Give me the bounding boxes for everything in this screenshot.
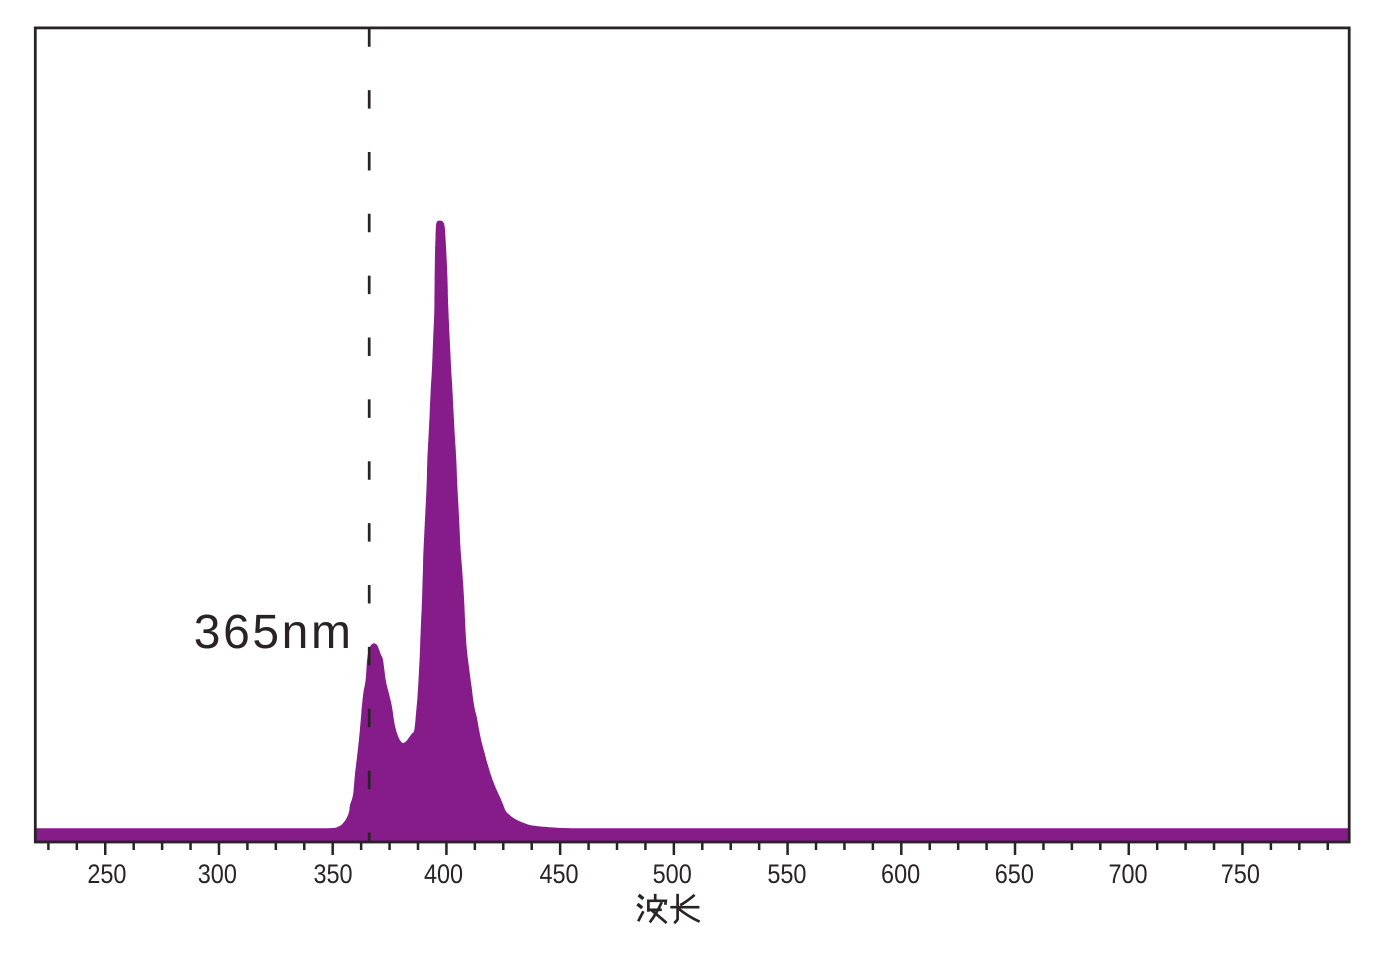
svg-text:600: 600 — [881, 859, 920, 889]
svg-text:550: 550 — [767, 859, 806, 889]
svg-text:700: 700 — [1108, 859, 1147, 889]
svg-text:300: 300 — [198, 859, 237, 889]
svg-text:750: 750 — [1221, 859, 1260, 889]
svg-text:350: 350 — [313, 859, 352, 889]
svg-text:450: 450 — [539, 859, 578, 889]
svg-text:250: 250 — [87, 859, 126, 889]
svg-text:500: 500 — [653, 859, 692, 889]
svg-text:400: 400 — [424, 859, 463, 889]
svg-text:650: 650 — [995, 859, 1034, 889]
svg-text:365nm: 365nm — [194, 606, 354, 659]
